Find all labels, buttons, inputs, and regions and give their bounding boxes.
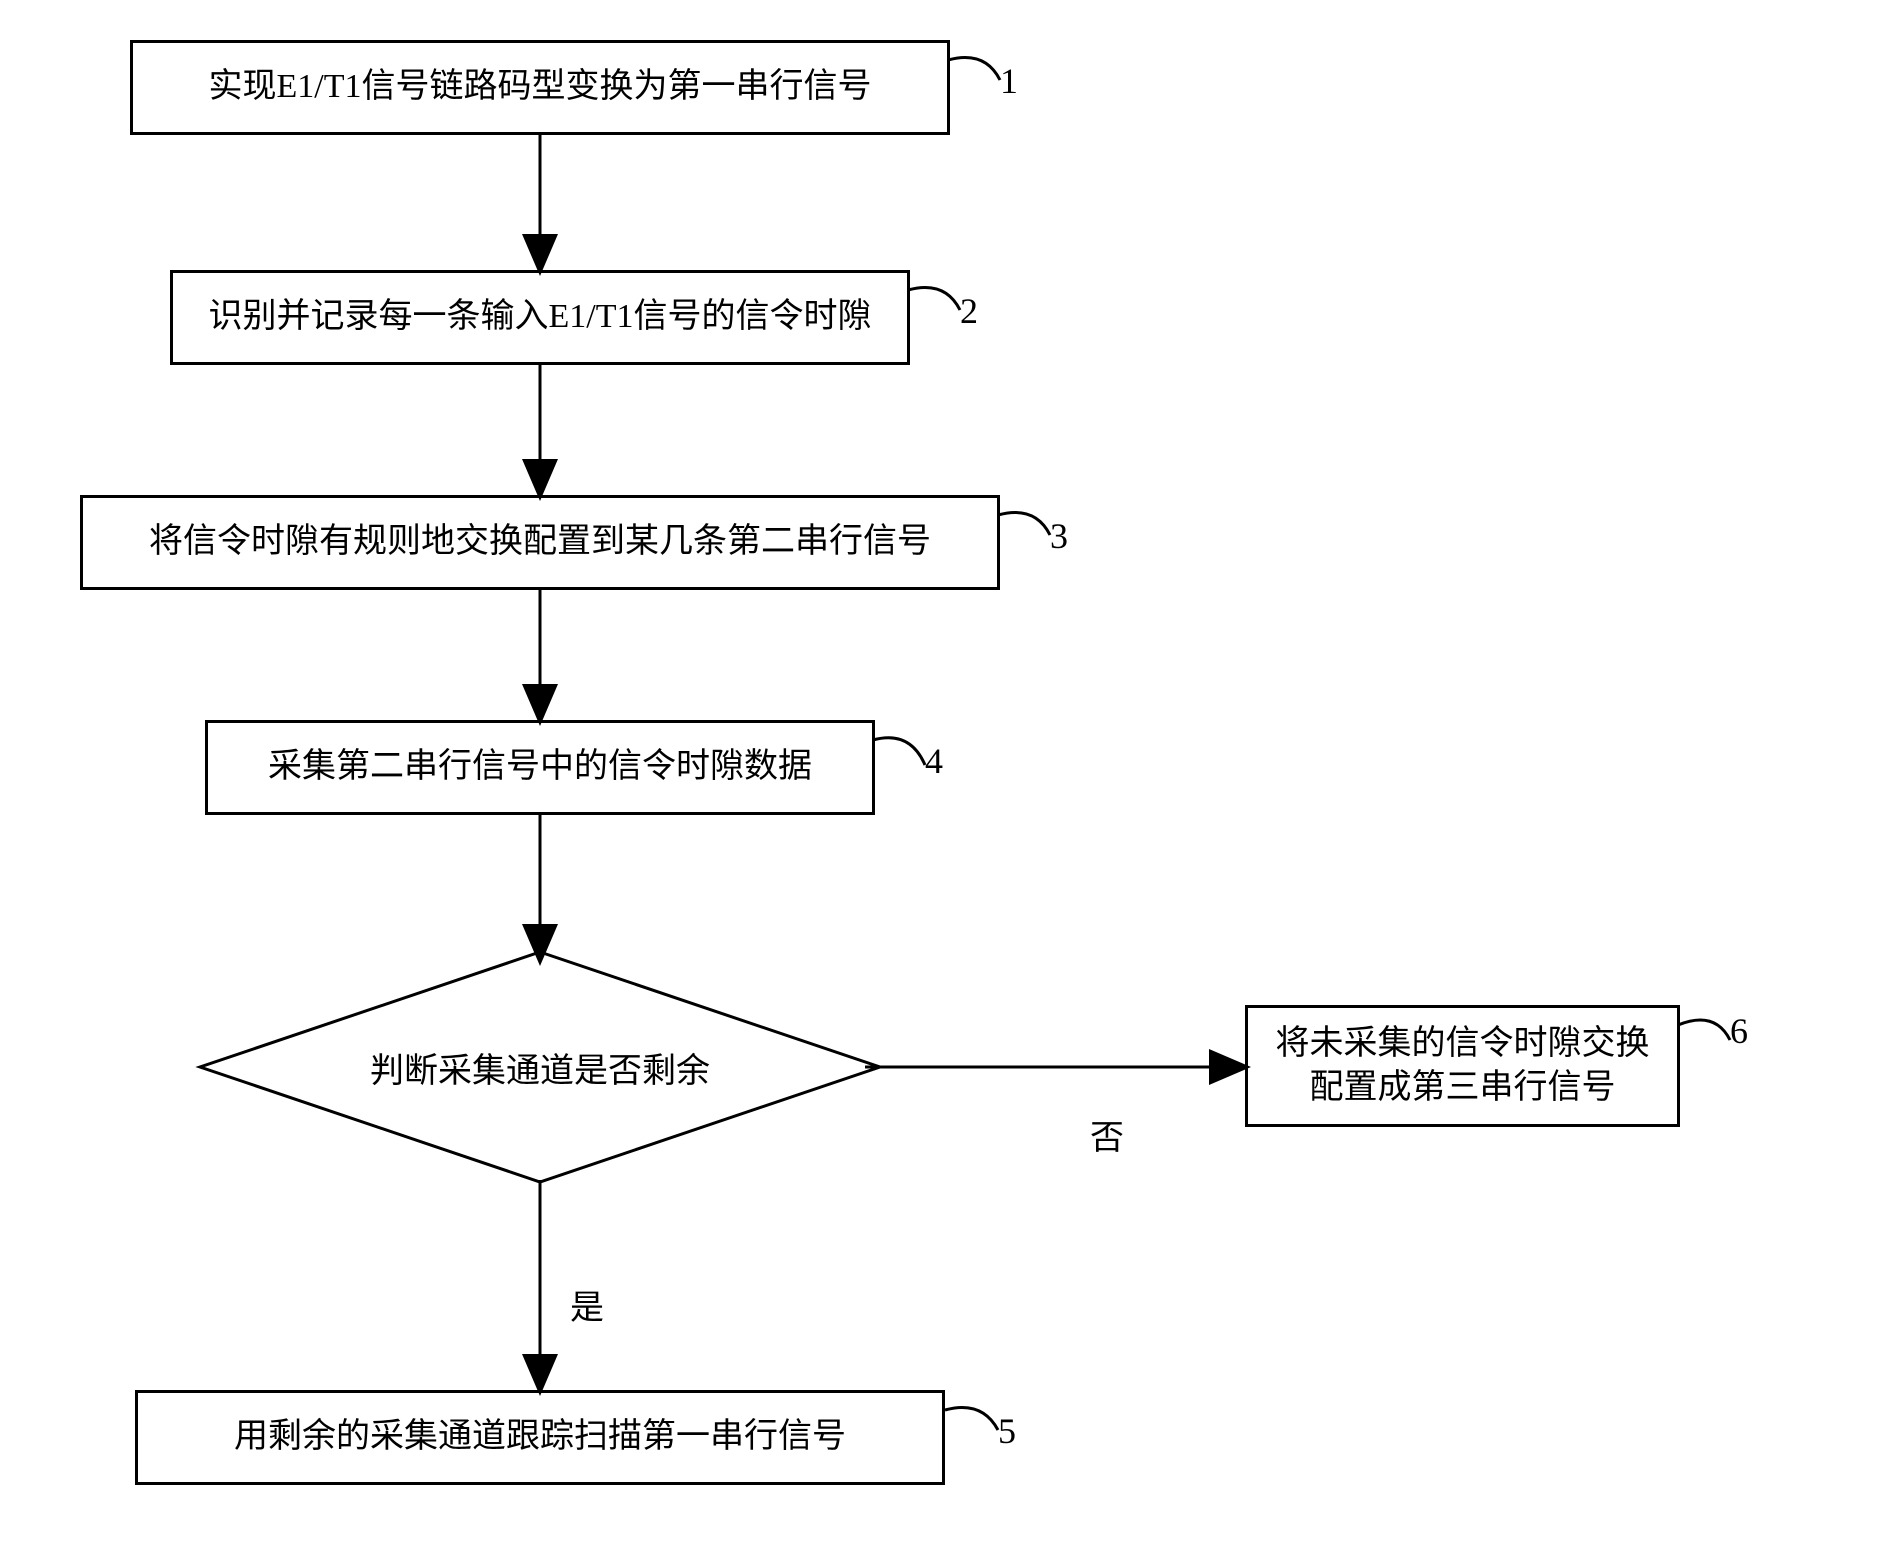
- node-6: 将未采集的信令时隙交换 配置成第三串行信号: [1245, 1005, 1680, 1127]
- step-number-2: 2: [960, 290, 978, 332]
- node-5-text: 用剩余的采集通道跟踪扫描第一串行信号: [234, 1415, 846, 1459]
- step-number-1: 1: [1000, 60, 1018, 102]
- step-number-5: 5: [998, 1410, 1016, 1452]
- node-2-text: 识别并记录每一条输入E1/T1信号的信令时隙: [209, 295, 872, 339]
- node-3-text: 将信令时隙有规则地交换配置到某几条第二串行信号: [149, 520, 931, 564]
- decision-1: 判断采集通道是否剩余: [200, 952, 880, 1182]
- edge-label-no: 否: [1090, 1110, 1124, 1159]
- flowchart-canvas: 实现E1/T1信号链路码型变换为第一串行信号 识别并记录每一条输入E1/T1信号…: [0, 0, 1892, 1559]
- step-number-6: 6: [1730, 1010, 1748, 1052]
- node-1: 实现E1/T1信号链路码型变换为第一串行信号: [130, 40, 950, 135]
- edge-label-yes: 是: [570, 1280, 604, 1329]
- node-5: 用剩余的采集通道跟踪扫描第一串行信号: [135, 1390, 945, 1485]
- node-4-text: 采集第二串行信号中的信令时隙数据: [268, 745, 812, 789]
- node-3: 将信令时隙有规则地交换配置到某几条第二串行信号: [80, 495, 1000, 590]
- node-1-text: 实现E1/T1信号链路码型变换为第一串行信号: [209, 65, 872, 109]
- decision-1-text: 判断采集通道是否剩余: [370, 1043, 710, 1092]
- node-2: 识别并记录每一条输入E1/T1信号的信令时隙: [170, 270, 910, 365]
- node-6-text: 将未采集的信令时隙交换 配置成第三串行信号: [1276, 1022, 1650, 1110]
- node-4: 采集第二串行信号中的信令时隙数据: [205, 720, 875, 815]
- decision-1-face: 判断采集通道是否剩余: [200, 952, 880, 1182]
- step-number-4: 4: [925, 740, 943, 782]
- step-number-3: 3: [1050, 515, 1068, 557]
